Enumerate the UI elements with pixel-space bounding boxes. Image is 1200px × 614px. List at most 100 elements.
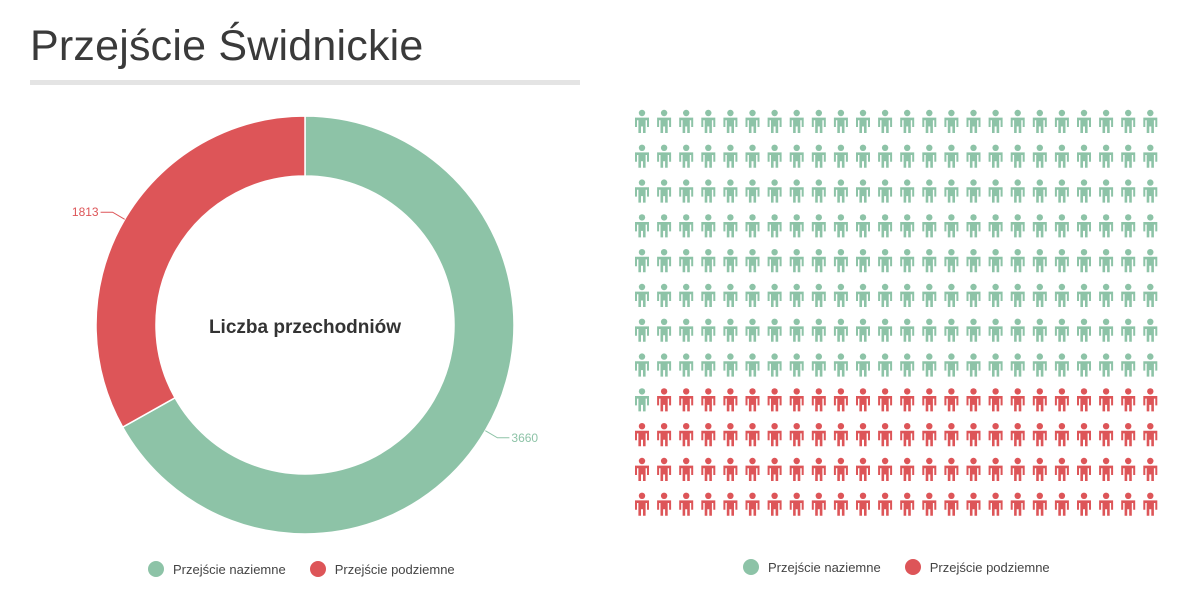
person-icon bbox=[944, 214, 959, 238]
person-icon bbox=[900, 353, 915, 377]
donut-slice-naziemne[interactable] bbox=[121, 115, 515, 535]
legend-item-naziemne[interactable]: Przejście naziemne bbox=[743, 559, 881, 575]
person-icon bbox=[966, 318, 981, 342]
person-icon bbox=[856, 109, 870, 133]
person-icon bbox=[767, 492, 782, 516]
person-icon bbox=[966, 144, 981, 168]
person-icon bbox=[679, 457, 694, 481]
person-icon bbox=[856, 388, 870, 412]
legend-label-naziemne: Przejście naziemne bbox=[173, 561, 286, 577]
person-icon bbox=[900, 179, 915, 203]
person-icon bbox=[944, 144, 959, 168]
person-icon bbox=[723, 283, 738, 307]
person-icon bbox=[1099, 144, 1114, 168]
person-icon bbox=[878, 353, 893, 377]
person-icon bbox=[745, 144, 760, 168]
person-icon bbox=[1099, 388, 1114, 412]
person-icon bbox=[1010, 388, 1025, 412]
person-icon bbox=[944, 283, 959, 307]
data-label-leader bbox=[100, 211, 125, 220]
person-icon bbox=[745, 109, 760, 133]
person-icon bbox=[988, 353, 1003, 377]
person-icon bbox=[988, 457, 1003, 481]
person-icon bbox=[944, 388, 959, 412]
waffle-legend: Przejście naziemne Przejście podziemne bbox=[743, 559, 1050, 575]
legend-item-naziemne[interactable]: Przejście naziemne bbox=[148, 561, 286, 577]
person-icon bbox=[657, 109, 672, 133]
legend-item-podziemne[interactable]: Przejście podziemne bbox=[904, 559, 1050, 575]
person-icon bbox=[900, 109, 915, 133]
person-icon bbox=[767, 144, 782, 168]
legend-item-podziemne[interactable]: Przejście podziemne bbox=[309, 561, 455, 577]
person-icon bbox=[701, 283, 716, 307]
person-icon bbox=[1143, 249, 1158, 273]
person-icon bbox=[1054, 214, 1069, 238]
person-icon bbox=[723, 214, 738, 238]
person-icon bbox=[635, 388, 649, 412]
person-icon bbox=[1121, 109, 1136, 133]
person-icon bbox=[1077, 457, 1091, 481]
person-icon bbox=[657, 423, 672, 447]
person-icon bbox=[679, 318, 694, 342]
person-icon bbox=[944, 423, 959, 447]
person-icon bbox=[1143, 492, 1158, 516]
person-icon bbox=[811, 492, 826, 516]
person-icon bbox=[1077, 144, 1091, 168]
person-icon bbox=[679, 492, 694, 516]
person-icon bbox=[1077, 179, 1091, 203]
donut-legend: Przejście naziemne Przejście podziemne bbox=[148, 561, 455, 577]
person-icon bbox=[988, 388, 1003, 412]
person-icon bbox=[701, 249, 716, 273]
person-icon bbox=[1054, 423, 1069, 447]
person-icon bbox=[878, 249, 893, 273]
page-title: Przejście Świdnickie bbox=[30, 22, 424, 70]
person-icon bbox=[1121, 214, 1136, 238]
person-icon bbox=[922, 214, 937, 238]
person-icon bbox=[789, 179, 804, 203]
person-icon bbox=[1010, 214, 1025, 238]
person-icon bbox=[657, 353, 672, 377]
person-icon bbox=[789, 214, 804, 238]
person-icon bbox=[944, 249, 959, 273]
person-icon bbox=[679, 144, 694, 168]
donut-slice-podziemne[interactable] bbox=[95, 115, 306, 429]
person-icon bbox=[745, 179, 760, 203]
person-icon bbox=[679, 423, 694, 447]
person-icon bbox=[745, 457, 760, 481]
person-icon bbox=[789, 353, 804, 377]
person-icon bbox=[767, 179, 782, 203]
person-icon bbox=[745, 423, 760, 447]
person-icon bbox=[1143, 423, 1158, 447]
legend-label-podziemne: Przejście podziemne bbox=[334, 561, 455, 577]
person-icon bbox=[657, 492, 672, 516]
person-icon bbox=[900, 457, 915, 481]
person-icon bbox=[701, 109, 716, 133]
person-icon bbox=[811, 179, 826, 203]
person-icon bbox=[767, 457, 782, 481]
person-icon bbox=[1143, 283, 1158, 307]
person-icon bbox=[1099, 318, 1114, 342]
person-icon bbox=[1077, 388, 1091, 412]
person-icon bbox=[657, 283, 672, 307]
person-icon bbox=[635, 249, 649, 273]
person-icon bbox=[944, 457, 959, 481]
person-icon bbox=[988, 283, 1003, 307]
person-icon bbox=[1010, 492, 1025, 516]
person-icon bbox=[1121, 144, 1136, 168]
person-icon bbox=[878, 457, 893, 481]
person-icon bbox=[701, 144, 716, 168]
legend-marker-naziemne bbox=[148, 561, 164, 577]
person-icon bbox=[1054, 457, 1069, 481]
person-icon bbox=[789, 109, 804, 133]
person-icon bbox=[922, 353, 937, 377]
person-icon bbox=[833, 249, 848, 273]
person-icon bbox=[745, 283, 760, 307]
person-icon bbox=[1032, 318, 1047, 342]
person-icon bbox=[833, 214, 848, 238]
person-icon bbox=[1077, 249, 1091, 273]
person-icon bbox=[1077, 353, 1091, 377]
person-icon bbox=[966, 457, 981, 481]
donut-chart: 3660 1813 Liczba przechodniów bbox=[72, 115, 538, 535]
person-icon bbox=[635, 353, 649, 377]
person-icon bbox=[1054, 144, 1069, 168]
